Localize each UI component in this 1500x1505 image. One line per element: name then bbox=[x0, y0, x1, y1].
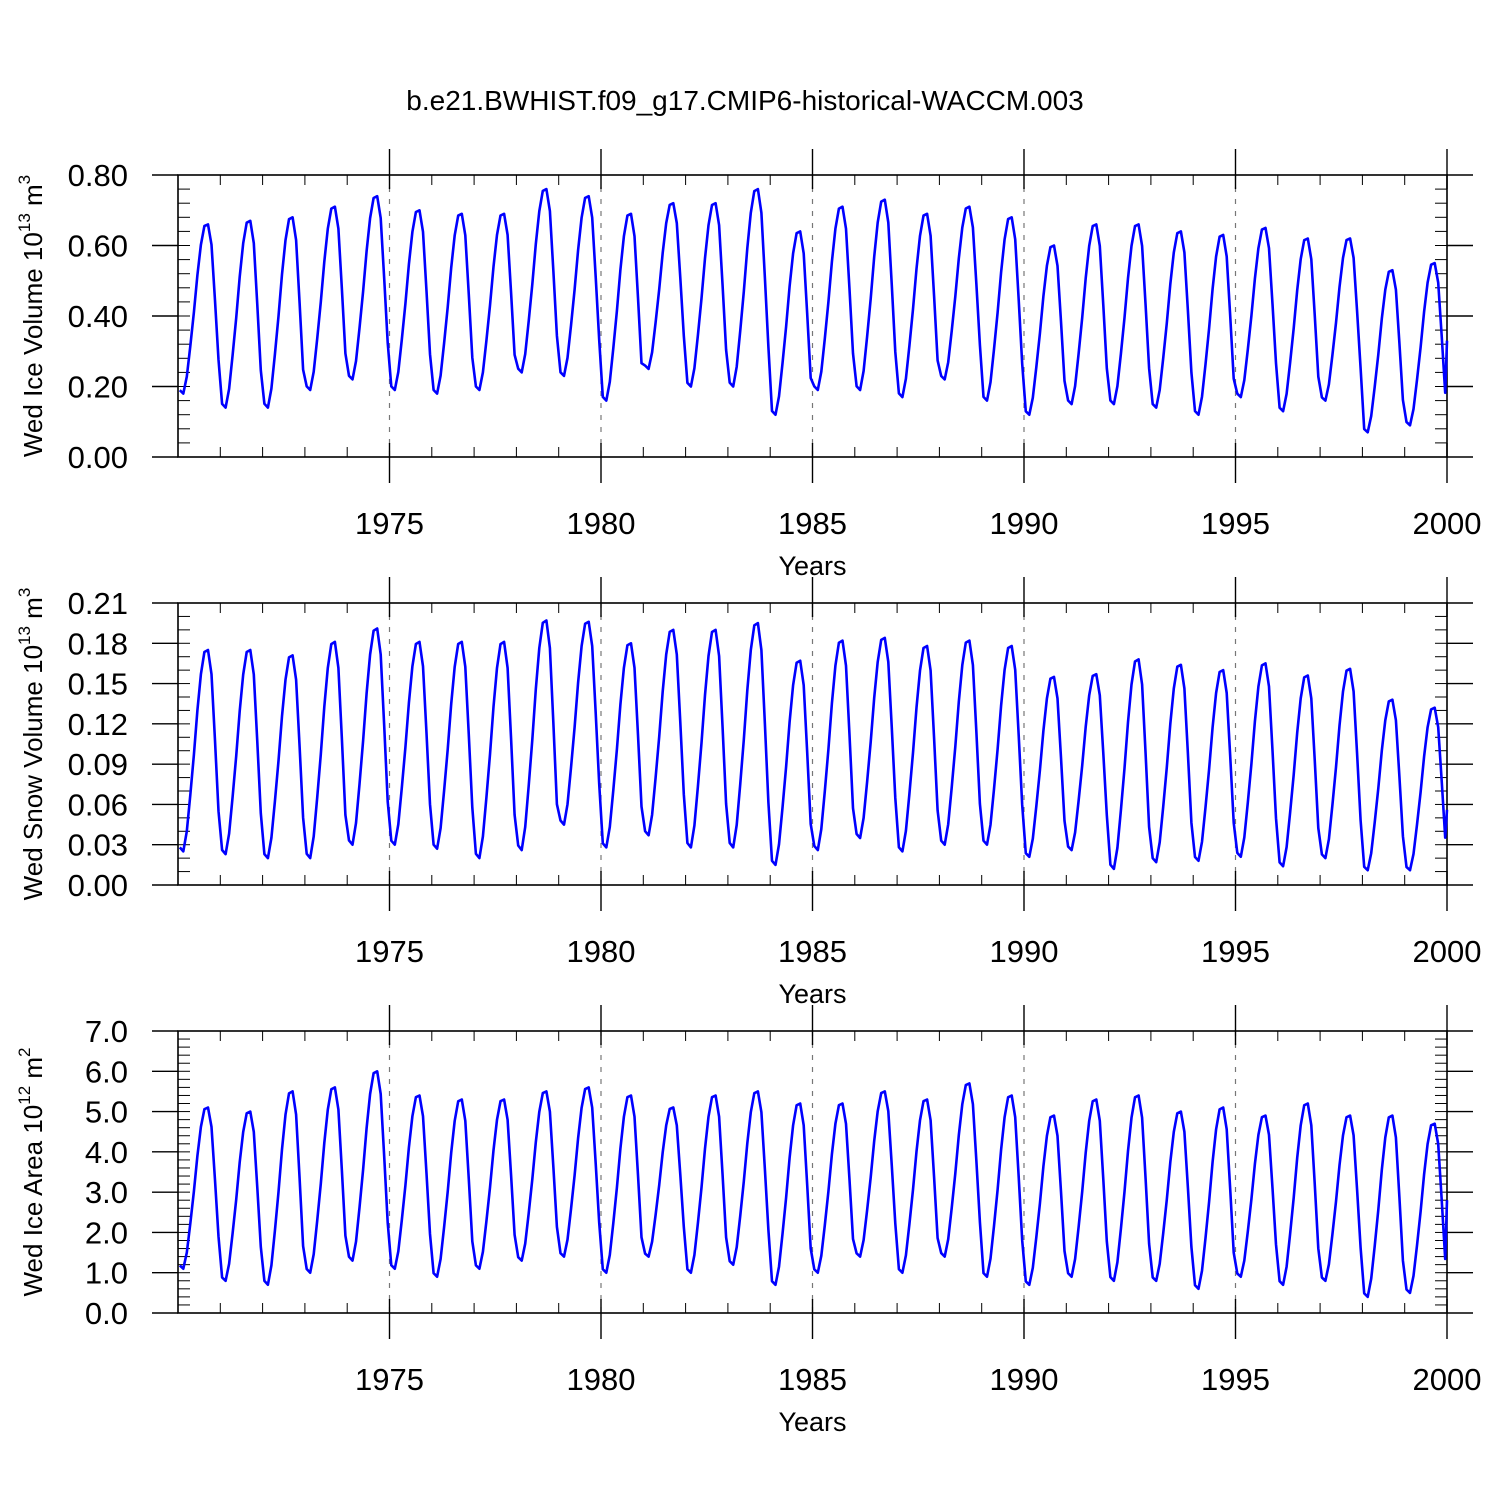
y-tick-label: 0.0 bbox=[85, 1296, 128, 1331]
x-tick-label: 1990 bbox=[990, 1362, 1059, 1397]
x-tick-label: 1990 bbox=[990, 934, 1059, 969]
x-tick-label: 1975 bbox=[355, 934, 424, 969]
chart-panel-3: 0.0 1.0 2.0 3.0 4.0 5.0 6.0 7.0 1975 1980 1985 1990… bbox=[15, 1005, 1481, 1437]
y-axis-label: Wed Ice Volume 1013 m3 bbox=[15, 175, 48, 457]
x-tick-label: 1995 bbox=[1201, 1362, 1270, 1397]
y-tick-label: 0.03 bbox=[68, 828, 128, 863]
x-tick-label: 1975 bbox=[355, 506, 424, 541]
figure-title: b.e21.BWHIST.f09_g17.CMIP6-historical-WA… bbox=[406, 85, 1083, 116]
y-tick-label: 0.20 bbox=[68, 370, 128, 405]
y-axis-label: Wed Snow Volume 1013 m3 bbox=[15, 588, 48, 901]
y-tick-label: 2.0 bbox=[85, 1215, 128, 1250]
x-tick-label: 1995 bbox=[1201, 934, 1270, 969]
x-tick-label: 1995 bbox=[1201, 506, 1270, 541]
series-line bbox=[178, 1070, 1449, 1299]
x-tick-label: 1975 bbox=[355, 1362, 424, 1397]
x-tick-label: 1985 bbox=[778, 506, 847, 541]
y-tick-label: 7.0 bbox=[85, 1014, 128, 1049]
y-tick-label: 0.18 bbox=[68, 626, 128, 661]
y-tick-label: 0.00 bbox=[68, 868, 128, 903]
x-tick-label: 2000 bbox=[1413, 934, 1482, 969]
y-tick-label: 0.12 bbox=[68, 707, 128, 742]
x-tick-label: 1980 bbox=[567, 934, 636, 969]
x-tick-label: 1980 bbox=[567, 1362, 636, 1397]
y-tick-label: 0.15 bbox=[68, 667, 128, 702]
x-tick-label: 1990 bbox=[990, 506, 1059, 541]
y-tick-label: 0.09 bbox=[68, 747, 128, 782]
y-axis-label: Wed Ice Area 1012 m2 bbox=[15, 1047, 48, 1296]
y-tick-label: 0.00 bbox=[68, 440, 128, 475]
x-axis-label: Years bbox=[778, 979, 846, 1009]
x-tick-label: 2000 bbox=[1413, 1362, 1482, 1397]
x-tick-label: 2000 bbox=[1413, 506, 1482, 541]
x-axis-label: Years bbox=[778, 1407, 846, 1437]
series-line bbox=[178, 187, 1449, 434]
y-tick-label: 0.80 bbox=[68, 158, 128, 193]
x-tick-label: 1985 bbox=[778, 1362, 847, 1397]
y-tick-label: 0.21 bbox=[68, 586, 128, 621]
x-axis-label: Years bbox=[778, 551, 846, 581]
y-tick-label: 4.0 bbox=[85, 1135, 128, 1170]
plot-frame bbox=[177, 1030, 1448, 1314]
y-tick-label: 3.0 bbox=[85, 1175, 128, 1210]
chart-panel-1: 0.00 0.20 0.40 0.60 0.80 1975 1980 1985 1990 1995… bbox=[15, 149, 1481, 581]
plot-frame bbox=[177, 174, 1448, 458]
y-tick-label: 0.40 bbox=[68, 299, 128, 334]
y-tick-label: 6.0 bbox=[85, 1054, 128, 1089]
y-tick-label: 1.0 bbox=[85, 1256, 128, 1291]
y-tick-label: 0.06 bbox=[68, 787, 128, 822]
x-tick-label: 1985 bbox=[778, 934, 847, 969]
y-tick-label: 0.60 bbox=[68, 229, 128, 264]
x-tick-label: 1980 bbox=[567, 506, 636, 541]
series-line bbox=[178, 619, 1449, 872]
chart-panel-2: 0.00 0.03 0.06 0.09 0.12 0.15 0.18 0.21 1975 1980… bbox=[15, 577, 1481, 1009]
y-tick-label: 5.0 bbox=[85, 1095, 128, 1130]
